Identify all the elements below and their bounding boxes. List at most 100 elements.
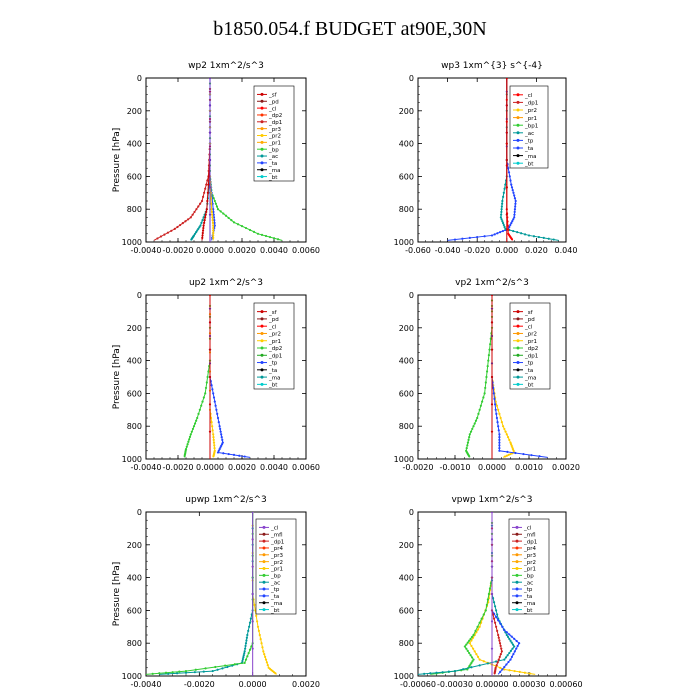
series-marker — [505, 213, 508, 216]
series-marker — [495, 660, 498, 663]
series-marker — [512, 218, 515, 221]
series-marker — [213, 224, 216, 227]
series-marker — [499, 216, 502, 219]
y-tick-label: 600 — [127, 389, 142, 398]
series-marker — [217, 421, 220, 424]
series-marker — [498, 412, 501, 415]
y-tick-label: 1000 — [122, 455, 142, 464]
series-marker — [497, 619, 500, 622]
legend-marker — [516, 93, 520, 97]
y-tick-label: 200 — [127, 324, 142, 333]
series-marker — [523, 233, 527, 236]
series-marker — [201, 234, 204, 237]
legend-entry: _pr2 — [268, 332, 281, 338]
x-tick-label: 0.0000 — [196, 463, 224, 472]
y-tick-label: 400 — [127, 357, 142, 366]
series-marker — [489, 337, 492, 340]
series-marker — [472, 425, 475, 428]
series-marker — [208, 78, 212, 80]
series-marker — [202, 216, 205, 219]
legend-marker — [262, 573, 266, 577]
series-marker — [506, 654, 509, 657]
legend-marker — [515, 553, 519, 557]
legend-marker — [515, 567, 519, 570]
legend-entry: _sf — [268, 310, 278, 316]
legend-marker — [260, 127, 264, 131]
series-marker — [163, 233, 166, 236]
series-marker — [475, 653, 478, 656]
legend-entry: _cl — [268, 324, 277, 330]
legend-entry: _pr1 — [524, 339, 537, 345]
series-marker — [197, 412, 200, 415]
series-marker — [215, 408, 218, 411]
series-marker — [477, 412, 480, 415]
series-marker — [508, 438, 511, 441]
legend-entry: _bt — [268, 175, 278, 181]
series-line-ta — [209, 295, 251, 458]
x-tick-label: -0.0040 — [131, 680, 162, 689]
series-marker — [470, 656, 474, 659]
series-marker — [202, 670, 205, 673]
series-marker — [210, 384, 213, 387]
chart-title: wp2 1xm^2/s^3 — [188, 61, 264, 71]
series-marker — [497, 429, 500, 432]
series-marker — [490, 592, 494, 596]
series-marker — [498, 446, 501, 450]
legend-marker — [260, 175, 264, 179]
series-marker — [507, 171, 511, 174]
legend-entry: _cl — [523, 526, 532, 532]
series-marker — [483, 235, 486, 238]
series-marker — [245, 636, 248, 639]
series-marker — [513, 216, 516, 219]
series-marker — [502, 223, 505, 227]
series-marker — [476, 416, 479, 420]
series-marker — [200, 221, 203, 224]
series-marker — [206, 179, 209, 182]
y-tick-label: 200 — [127, 541, 142, 550]
series-marker — [468, 455, 471, 458]
series-marker — [469, 663, 472, 666]
series-marker — [497, 425, 500, 428]
series-marker — [498, 441, 501, 444]
series-line-bp — [146, 512, 254, 675]
legend: _cl _dp1_pr2 _pr1_bp1 _ac _tp_ta _ma_bt — [509, 85, 549, 169]
series-marker — [472, 658, 475, 661]
series-marker — [500, 210, 503, 214]
series-marker — [220, 436, 223, 439]
series-marker — [210, 210, 213, 214]
y-tick-label: 400 — [127, 140, 142, 149]
series-marker — [205, 210, 208, 214]
series-group — [447, 78, 559, 242]
series-marker — [255, 614, 258, 617]
series-marker — [219, 430, 222, 433]
legend-entry: _cl — [524, 324, 533, 330]
legend-marker — [262, 546, 266, 550]
legend-entry: _pr1 — [270, 567, 283, 573]
series-group — [146, 512, 277, 676]
series-marker — [263, 653, 266, 656]
series-marker — [518, 670, 521, 674]
legend-marker — [515, 546, 519, 550]
y-tick-label: 400 — [399, 574, 414, 583]
series-marker — [495, 416, 499, 420]
series-marker — [497, 408, 500, 411]
legend-marker — [516, 382, 520, 386]
series-marker — [492, 392, 495, 395]
series-marker — [176, 672, 179, 675]
series-marker — [192, 425, 196, 428]
series-marker — [514, 199, 517, 203]
legend-entry: _bp — [268, 147, 279, 153]
series-marker — [213, 199, 216, 203]
series-marker — [498, 438, 501, 441]
series-marker — [176, 225, 179, 229]
series-marker — [505, 186, 508, 189]
y-tick-label: 400 — [399, 357, 414, 366]
series-marker — [208, 321, 212, 324]
series-marker — [462, 668, 465, 671]
legend-entry: _tp — [523, 587, 533, 593]
series-marker — [473, 422, 476, 425]
x-tick-label: -0.0020 — [403, 463, 434, 472]
series-marker — [212, 208, 215, 211]
series-marker — [510, 655, 514, 658]
